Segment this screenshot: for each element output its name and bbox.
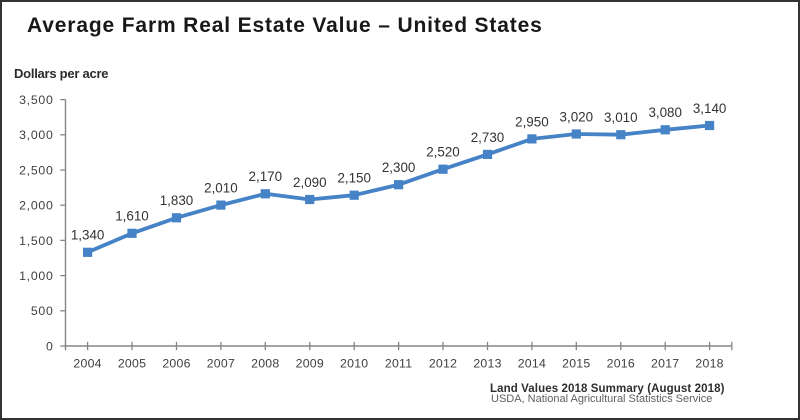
svg-text:3,140: 3,140 (693, 101, 727, 116)
svg-text:2006: 2006 (162, 357, 190, 371)
svg-text:2007: 2007 (207, 357, 235, 371)
svg-text:2,000: 2,000 (19, 199, 54, 213)
svg-text:2,730: 2,730 (471, 130, 505, 145)
svg-text:2018: 2018 (695, 357, 723, 371)
svg-text:2012: 2012 (429, 357, 457, 371)
svg-text:3,010: 3,010 (604, 110, 638, 125)
svg-text:2014: 2014 (518, 357, 546, 371)
svg-text:2,500: 2,500 (19, 163, 54, 177)
svg-text:1,610: 1,610 (115, 209, 149, 224)
svg-text:3,020: 3,020 (560, 109, 594, 124)
svg-text:1,000: 1,000 (19, 269, 54, 283)
svg-text:2,150: 2,150 (337, 171, 371, 186)
svg-text:2,950: 2,950 (515, 114, 549, 129)
svg-text:2010: 2010 (340, 357, 368, 371)
svg-text:3,000: 3,000 (19, 128, 54, 142)
svg-text:2016: 2016 (607, 357, 635, 371)
svg-text:2,170: 2,170 (249, 169, 283, 184)
svg-text:1,500: 1,500 (19, 234, 54, 248)
svg-text:2009: 2009 (296, 357, 324, 371)
svg-text:500: 500 (31, 304, 54, 318)
svg-text:2,300: 2,300 (382, 160, 416, 175)
svg-text:3,080: 3,080 (648, 105, 682, 120)
svg-text:2004: 2004 (73, 357, 101, 371)
svg-text:2008: 2008 (251, 357, 279, 371)
svg-text:1,340: 1,340 (71, 228, 105, 243)
svg-text:3,500: 3,500 (19, 93, 54, 107)
svg-text:2,520: 2,520 (426, 145, 460, 160)
svg-text:1,830: 1,830 (160, 193, 194, 208)
svg-text:0: 0 (46, 339, 54, 353)
svg-text:2,090: 2,090 (293, 175, 327, 190)
svg-text:2,010: 2,010 (204, 181, 238, 196)
svg-text:2015: 2015 (562, 357, 590, 371)
svg-text:2017: 2017 (651, 357, 679, 371)
svg-text:2005: 2005 (118, 357, 146, 371)
svg-text:2013: 2013 (473, 357, 501, 371)
svg-text:2011: 2011 (385, 357, 412, 371)
